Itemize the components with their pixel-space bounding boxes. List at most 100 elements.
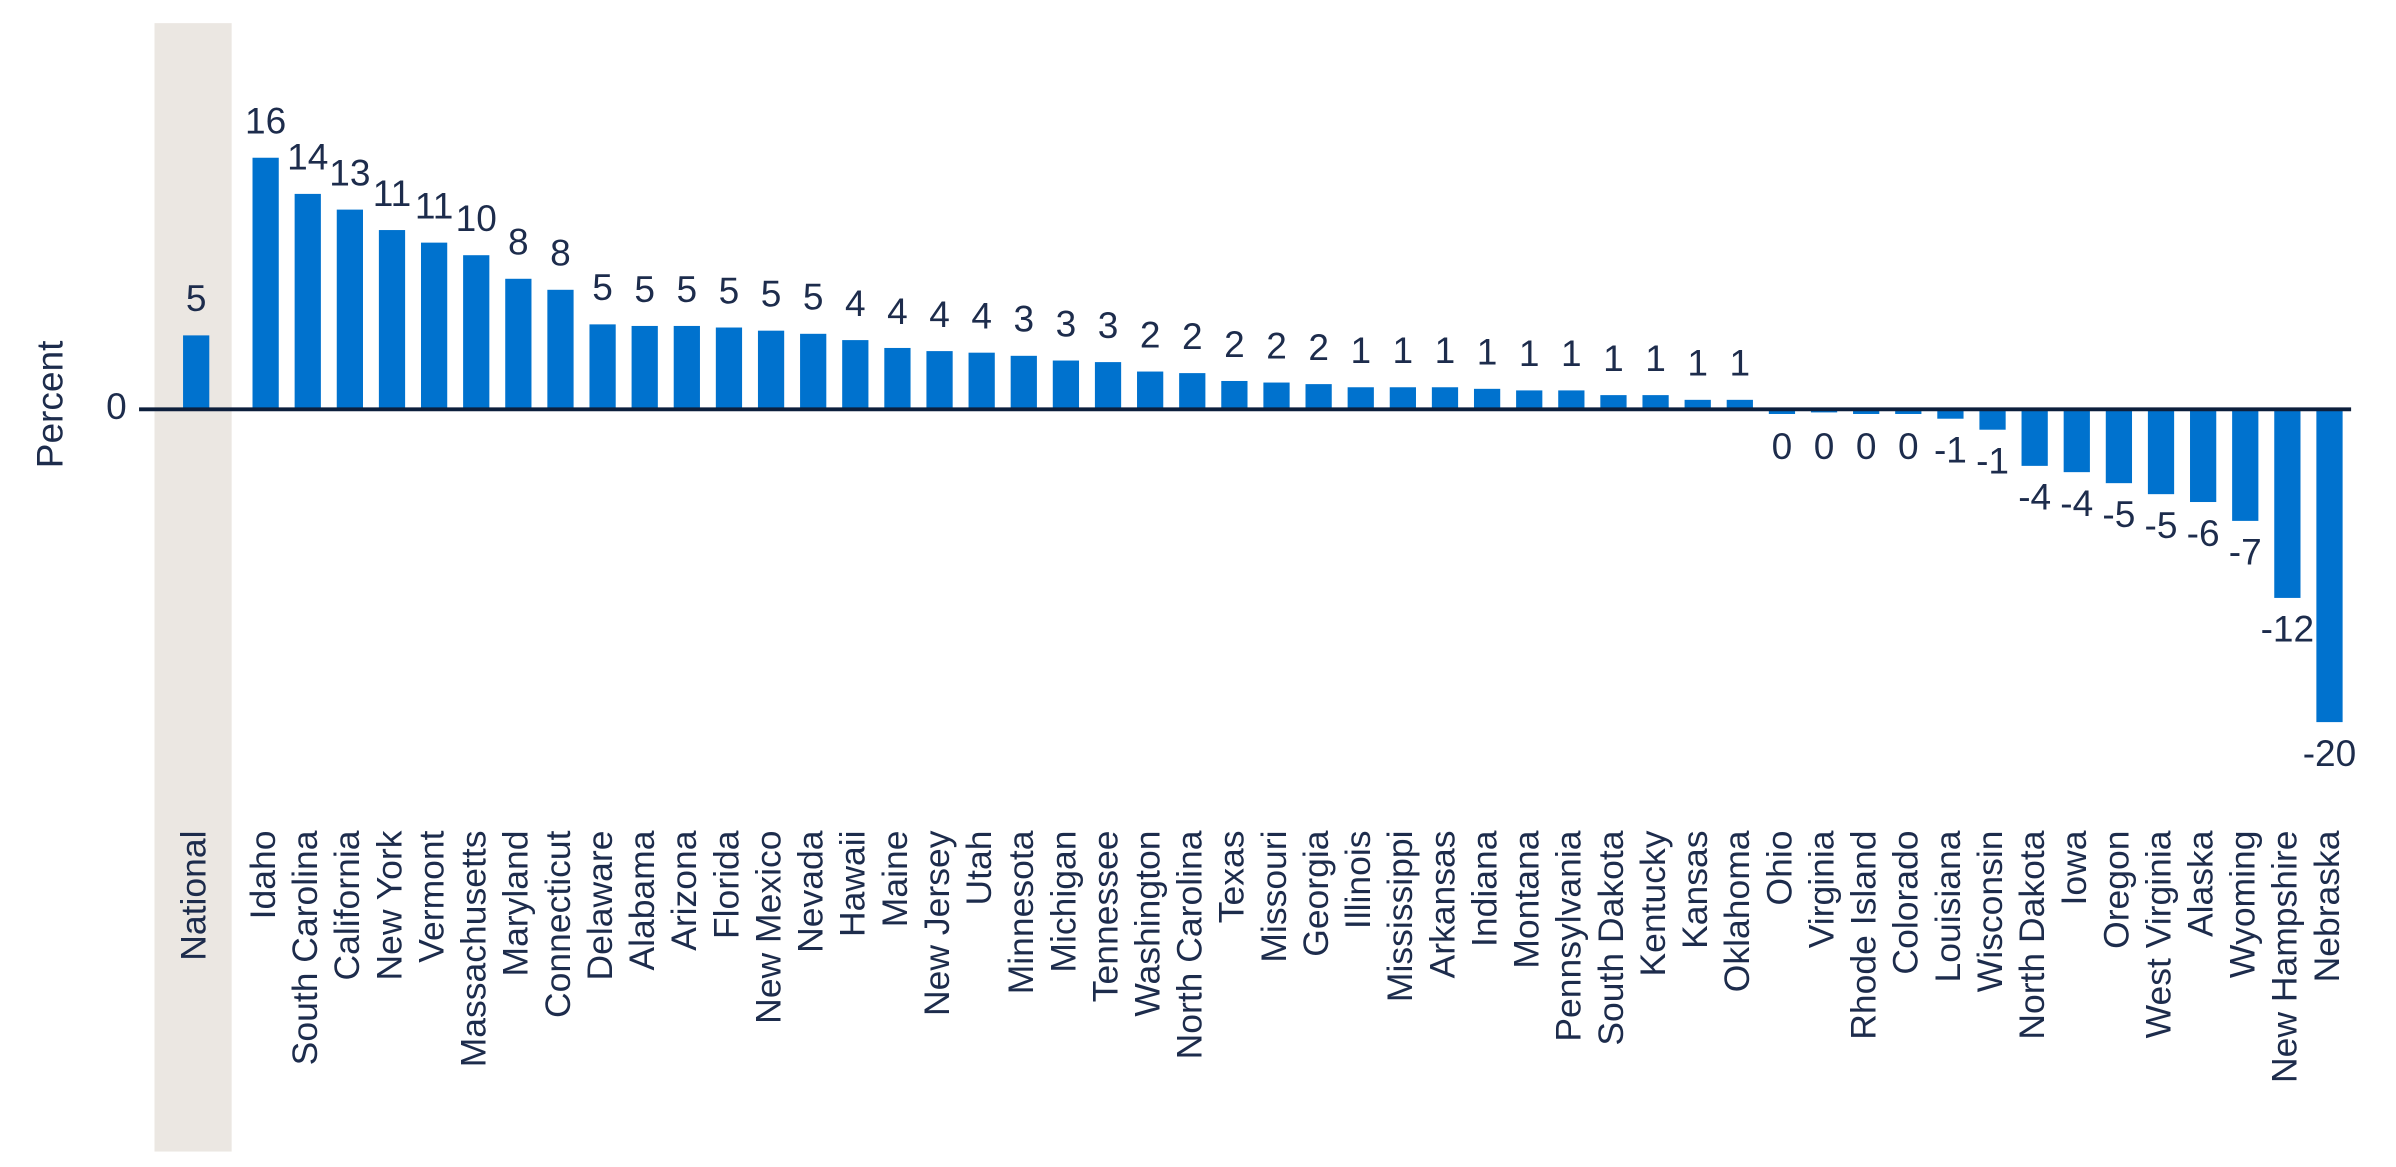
bar (1010, 355, 1037, 410)
x-tick-label: Kansas (1675, 830, 1715, 948)
data-label: 5 (803, 276, 824, 318)
bar (2063, 409, 2090, 473)
bar (884, 347, 911, 410)
data-label: -5 (2145, 504, 2178, 546)
data-label: 5 (719, 269, 740, 311)
bar (505, 278, 532, 410)
data-label: 3 (1098, 304, 1119, 346)
data-label: 8 (508, 221, 529, 263)
data-label: -4 (2060, 482, 2093, 524)
data-label: 14 (287, 136, 328, 178)
x-tick-label: West Virginia (2138, 830, 2178, 1038)
bar (294, 193, 321, 410)
bar (1642, 395, 1669, 410)
x-tick-label: New Jersey (917, 830, 957, 1016)
x-tick-label: Minnesota (1001, 830, 1041, 994)
data-label: 4 (845, 282, 866, 324)
bar (1221, 380, 1248, 410)
x-tick-label: National (174, 830, 214, 960)
bar (1431, 387, 1459, 410)
x-tick-label: Kentucky (1633, 830, 1673, 976)
bar (1853, 409, 1880, 414)
data-label: 0 (1814, 425, 1835, 467)
data-label: 1 (1730, 342, 1751, 384)
x-tick-label: Nevada (791, 830, 831, 953)
x-tick-label: Alabama (622, 830, 662, 970)
bar (2021, 409, 2048, 466)
data-label: 2 (1140, 313, 1161, 355)
x-tick-label: Idaho (243, 830, 283, 919)
bar (2190, 409, 2217, 503)
bar (1895, 409, 1922, 414)
data-label: 5 (761, 272, 782, 314)
x-tick-label: North Dakota (2012, 830, 2052, 1039)
data-label: -20 (2303, 732, 2357, 774)
data-label: 10 (456, 197, 497, 239)
bar (926, 351, 953, 410)
highlight-band (154, 23, 232, 1152)
data-label: -7 (2229, 531, 2262, 573)
x-tick-label: Maine (875, 830, 915, 927)
bar (715, 327, 743, 410)
bar (1684, 399, 1711, 410)
data-label: 1 (1687, 342, 1708, 384)
x-tick-label: Wyoming (2223, 830, 2263, 978)
x-tick-label: Oregon (2096, 830, 2136, 948)
data-label: -4 (2018, 476, 2051, 518)
y-axis-label: Percent (28, 340, 70, 468)
x-tick-label: Alaska (2181, 830, 2221, 937)
bar (183, 335, 210, 410)
x-tick-label: Maryland (496, 830, 536, 976)
x-tick-label: Wisconsin (1970, 830, 2010, 992)
bar (2105, 409, 2133, 484)
data-label: -5 (2102, 493, 2135, 535)
x-tick-label: Rhode Island (1844, 830, 1884, 1039)
x-tick-label: Georgia (1296, 830, 1336, 957)
data-label: 5 (186, 277, 207, 319)
x-tick-label: Hawaii (833, 830, 873, 937)
data-label: 1 (1350, 329, 1371, 371)
data-label: 1 (1645, 337, 1666, 379)
data-label: 0 (1856, 425, 1877, 467)
x-tick-label: Oklahoma (1717, 830, 1757, 992)
bar (2316, 409, 2343, 723)
data-label: -1 (1934, 428, 1967, 470)
x-tick-label: New York (369, 830, 409, 980)
x-tick-label: Illinois (1338, 830, 1378, 929)
bar (1347, 387, 1374, 410)
bar (800, 333, 827, 410)
data-label: 11 (373, 172, 411, 214)
bar (1768, 409, 1796, 414)
bar (1305, 384, 1332, 410)
x-tick-label: Michigan (1043, 830, 1083, 972)
bar (2232, 409, 2259, 521)
x-tick-label: Arkansas (1422, 830, 1462, 978)
x-tick-label: Louisiana (1928, 830, 1968, 982)
bar (336, 209, 363, 410)
bar (1726, 399, 1753, 410)
bar (968, 352, 995, 410)
x-tick-label: Arizona (664, 830, 704, 951)
x-tick-label: Utah (959, 830, 999, 905)
bar (2274, 409, 2301, 598)
bar (757, 330, 785, 410)
x-tick-label: Delaware (580, 830, 620, 980)
data-label: 13 (329, 151, 370, 193)
data-label: 5 (634, 268, 655, 310)
bar (1473, 388, 1501, 410)
data-label: 0 (1898, 425, 1919, 467)
bar (1600, 395, 1627, 410)
data-label: 3 (1056, 302, 1077, 344)
data-label: 1 (1477, 331, 1498, 373)
x-tick-label: Montana (1507, 830, 1547, 968)
data-label: 2 (1266, 324, 1287, 366)
x-tick-label: Mississippi (1380, 830, 1420, 1002)
data-label: 4 (971, 294, 992, 336)
bar (1979, 409, 2006, 430)
bar (547, 289, 574, 410)
y-tick-label: 0 (106, 385, 127, 427)
bar (1516, 390, 1543, 410)
bar (1052, 360, 1080, 410)
